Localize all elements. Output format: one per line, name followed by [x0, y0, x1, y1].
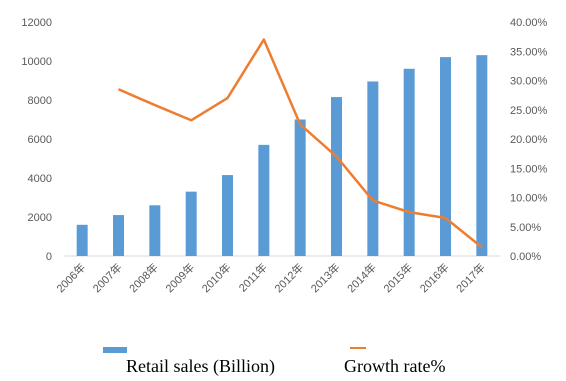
y-left-tick-label: 6000	[28, 134, 52, 146]
bar-retail-sales	[149, 205, 161, 256]
y-left-tick-label: 2000	[28, 212, 52, 224]
y-left-tick-label: 4000	[28, 173, 52, 185]
bar-retail-sales	[113, 215, 124, 256]
bar-retail-sales	[331, 97, 342, 256]
x-tick-label: 2012年	[271, 260, 306, 295]
x-tick-label: 2006年	[53, 260, 88, 295]
y-left-tick-label: 12000	[21, 17, 52, 29]
legend-label-growth-rate: Growth rate%	[344, 356, 446, 376]
bar-retail-sales	[403, 68, 415, 256]
bar-retail-sales	[440, 57, 451, 256]
x-tick-label: 2007年	[90, 260, 125, 295]
y-right-tick-label: 10.00%	[510, 193, 548, 205]
y-right-tick-label: 20.00%	[510, 134, 548, 146]
x-tick-label: 2009年	[162, 260, 197, 295]
legend-swatch-growth-rate	[350, 347, 366, 349]
growth-rate-line	[118, 38, 483, 249]
x-tick-label: 2014年	[344, 260, 379, 295]
bar-retail-sales	[367, 81, 379, 256]
y-right-tick-label: 40.00%	[510, 17, 548, 29]
y-axis-right-ticks: 0.00% 5.00% 10.00% 15.00% 20.00% 25.00% 30.00%…	[510, 17, 548, 263]
y-left-tick-label: 8000	[28, 95, 52, 107]
bar-retail-sales	[222, 175, 233, 256]
legend-swatch-retail-sales	[103, 347, 127, 353]
y-left-tick-label: 10000	[21, 56, 52, 68]
x-tick-label: 2013年	[308, 260, 343, 295]
y-right-tick-label: 30.00%	[510, 76, 548, 88]
y-right-tick-label: 0.00%	[510, 251, 541, 263]
y-right-tick-label: 25.00%	[510, 105, 548, 117]
y-axis-left-ticks: 0 2000 4000 6000 8000 10000 12000	[21, 17, 52, 263]
bar-series	[76, 55, 488, 257]
y-right-tick-label: 15.00%	[510, 163, 548, 175]
bar-retail-sales	[258, 144, 270, 256]
x-tick-label: 2016年	[417, 260, 452, 295]
x-axis-ticks: 2006年 2007年 2008年 2009年 2010年 2011年 2012年 2013年…	[53, 260, 488, 295]
x-tick-label: 2010年	[199, 260, 234, 295]
bar-retail-sales	[476, 55, 488, 257]
bar-retail-sales	[76, 224, 88, 256]
x-tick-label: 2008年	[126, 260, 161, 295]
x-tick-label: 2017年	[453, 260, 488, 295]
legend-label-retail-sales: Retail sales (Billion)	[126, 356, 275, 376]
bar-retail-sales	[185, 191, 197, 256]
bar-retail-sales	[294, 119, 306, 256]
y-right-tick-label: 35.00%	[510, 46, 548, 58]
x-tick-label: 2015年	[380, 260, 415, 295]
y-right-tick-label: 5.00%	[510, 222, 541, 234]
y-left-tick-label: 0	[46, 251, 52, 263]
legend: Retail sales (Billion) Growth rate%	[0, 340, 566, 380]
x-tick-label: 2011年	[236, 260, 270, 294]
